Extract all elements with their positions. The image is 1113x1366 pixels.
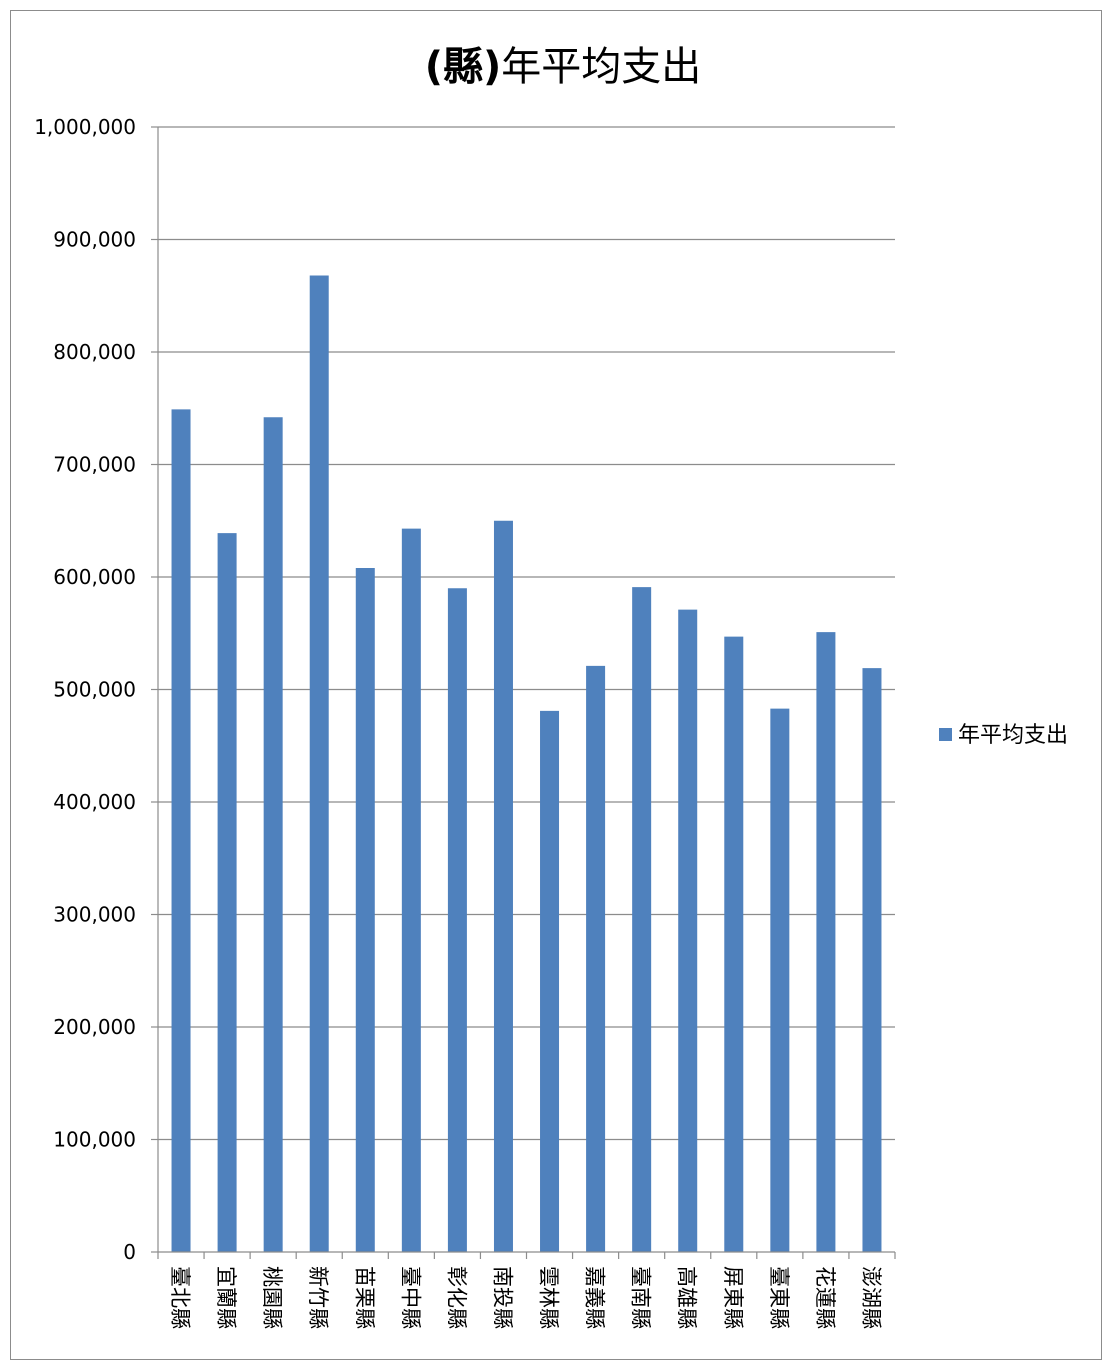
bar — [309, 275, 329, 1252]
bar — [586, 665, 606, 1252]
y-tick-label: 900,000 — [53, 228, 136, 252]
bar — [862, 668, 882, 1252]
bar — [678, 609, 698, 1252]
bar — [447, 588, 467, 1252]
y-tick-label: 500,000 — [53, 678, 136, 702]
bar — [816, 632, 836, 1252]
x-category-label: 澎湖縣 — [859, 1266, 883, 1329]
x-category-label: 宜蘭縣 — [214, 1266, 238, 1329]
legend: 年平均支出 — [939, 723, 1068, 748]
x-category-label: 雲林縣 — [537, 1266, 561, 1329]
y-tick-label: 1,000,000 — [34, 115, 136, 139]
bar — [401, 528, 421, 1252]
x-category-label: 臺東縣 — [767, 1266, 791, 1329]
x-category-label: 高雄縣 — [675, 1266, 699, 1329]
y-tick-label: 300,000 — [53, 903, 136, 927]
y-tick-label: 800,000 — [53, 340, 136, 364]
bar — [217, 533, 237, 1252]
x-category-label: 彰化縣 — [444, 1266, 468, 1329]
x-category-label: 臺南縣 — [629, 1266, 653, 1329]
y-tick-label: 200,000 — [53, 1015, 136, 1039]
x-category-label: 嘉義縣 — [583, 1266, 607, 1329]
y-tick-label: 400,000 — [53, 790, 136, 814]
y-axis: 0 100,000 200,000 300,000 400,000 500,000 600,… — [34, 115, 159, 1264]
x-category-label: 桃園縣 — [260, 1266, 284, 1329]
x-category-label: 新竹縣 — [306, 1266, 330, 1329]
y-tick-label: 0 — [123, 1240, 136, 1264]
legend-swatch — [939, 728, 952, 741]
bar — [724, 636, 744, 1252]
chart-title-rest: 年平均支出 — [501, 44, 701, 90]
x-category-label: 屏東縣 — [721, 1266, 745, 1329]
x-category-label: 苗栗縣 — [352, 1266, 376, 1329]
legend-label: 年平均支出 — [958, 723, 1068, 748]
x-axis: 臺北縣 宜蘭縣 桃園縣 新竹縣 苗栗縣 臺中縣 彰化縣 南投縣 雲林縣 嘉義縣 臺南縣 高雄縣 屏東縣臺… — [157, 1251, 896, 1329]
x-category-label: 臺北縣 — [168, 1266, 192, 1329]
bar — [540, 710, 560, 1252]
y-tick-label: 600,000 — [53, 565, 136, 589]
bar — [770, 708, 790, 1252]
bar — [171, 409, 191, 1252]
y-tick-label: 100,000 — [53, 1128, 136, 1152]
y-tick-label: 700,000 — [53, 453, 136, 477]
bar — [632, 587, 652, 1252]
chart-title-bold: (縣) — [425, 44, 502, 90]
chart-title: (縣)年平均支出 — [425, 44, 702, 90]
x-category-label: 南投縣 — [490, 1266, 514, 1329]
x-category-label: 臺中縣 — [398, 1266, 422, 1329]
bars — [171, 275, 882, 1252]
bar — [493, 520, 513, 1252]
bar — [355, 568, 375, 1252]
x-category-label: 花蓮縣 — [813, 1266, 837, 1329]
bar — [263, 417, 283, 1252]
